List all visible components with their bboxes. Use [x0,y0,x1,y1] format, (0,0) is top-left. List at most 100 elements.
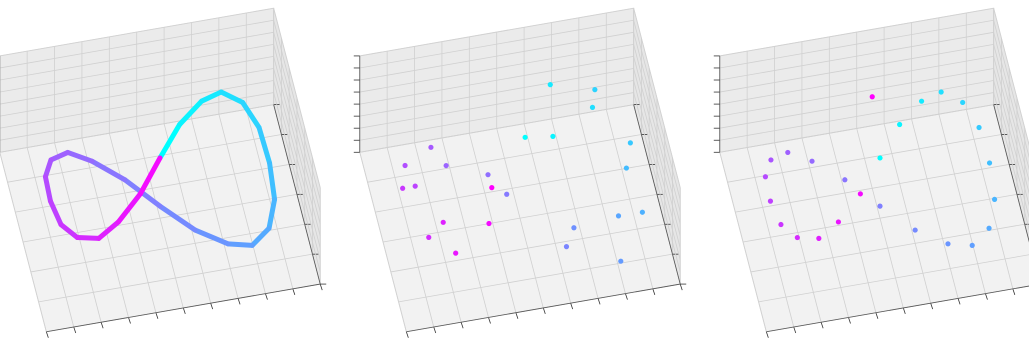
curve-segment [137,155,163,197]
grid-line [390,223,665,273]
curve-segment [47,198,64,228]
point [762,174,769,180]
point [835,219,842,225]
panel [713,7,1029,338]
curve-segment [42,174,53,204]
grid-line [0,80,274,129]
x-tick-mark [652,288,656,295]
grid-line [719,68,994,117]
grid-line [993,80,1029,219]
grid-line [719,80,994,129]
point [986,225,992,231]
point [809,158,815,164]
x-tick-mark [542,307,546,315]
point [991,196,998,202]
point [400,185,406,191]
curve-segment [74,235,102,241]
grid-line [993,20,1029,159]
curve-segment [58,222,80,241]
x-tick-mark [985,293,988,300]
grid-line [359,31,634,81]
curve-segment [267,160,278,202]
point [639,209,645,215]
grid-line [398,253,673,303]
grid-line [0,68,274,117]
x-tick-mark [1012,288,1016,295]
point [592,87,598,93]
point [945,241,951,247]
grid-line [273,32,321,212]
point [918,98,925,104]
grid-line [30,223,305,273]
point [767,198,774,204]
point [426,234,432,240]
grid-line [359,68,634,117]
x-tick-mark [488,317,491,324]
grid-line [359,19,634,69]
point [816,235,822,241]
grid-line [633,80,681,261]
grid-line [719,7,994,57]
curve-segment [199,89,224,104]
grid-line [742,193,1018,243]
point [550,133,556,139]
curve-segment [48,149,71,163]
point [443,162,449,169]
grid-line [633,8,681,188]
x-tick-mark [570,303,574,310]
point [785,149,791,156]
grid-line [0,43,274,93]
x-axis [46,283,321,333]
grid-line [993,32,1029,171]
grid-line [359,56,634,105]
grid-line [0,31,274,81]
point [615,213,622,219]
x-tick-mark [930,303,934,310]
x-tick-mark [820,322,824,329]
curve-segment [249,225,272,248]
curve-segment [218,89,246,105]
grid-line [993,92,1029,231]
panel [0,7,327,338]
x-tick-mark [793,326,797,334]
x-tick-mark [460,322,464,329]
curve-segment [42,157,54,180]
curve-segment [266,196,278,231]
grid-line [15,164,290,213]
grid-line [735,164,1010,213]
x-axis [766,285,1029,333]
grid-line [0,7,274,57]
curve-segment [157,203,198,233]
curve-segment [96,219,121,241]
x-tick-mark [265,293,268,300]
grid-line [719,31,994,81]
curve-segment [89,158,128,183]
point [571,225,577,231]
x-tick-mark [128,317,131,324]
x-tick-mark [405,331,409,338]
point [857,191,863,197]
curve-segment [177,98,205,127]
x-tick-mark [625,293,628,300]
grid-line [993,68,1029,207]
grid-line [993,56,1029,195]
curve-segment [192,227,231,247]
grid-line [750,223,1025,273]
point [453,250,459,256]
x-tick-mark [292,288,296,295]
x-tick-mark [848,317,851,324]
point [768,157,774,163]
point [842,177,848,183]
grid-line [0,92,274,141]
x-tick-mark [100,322,104,329]
x-tick-mark [155,312,159,319]
grid-line [22,193,298,243]
point [522,134,528,140]
grid-line [0,104,274,153]
point [960,99,966,106]
point [486,220,492,227]
point [412,183,418,189]
point [589,104,596,110]
point [402,162,408,169]
x-axis [406,283,681,333]
